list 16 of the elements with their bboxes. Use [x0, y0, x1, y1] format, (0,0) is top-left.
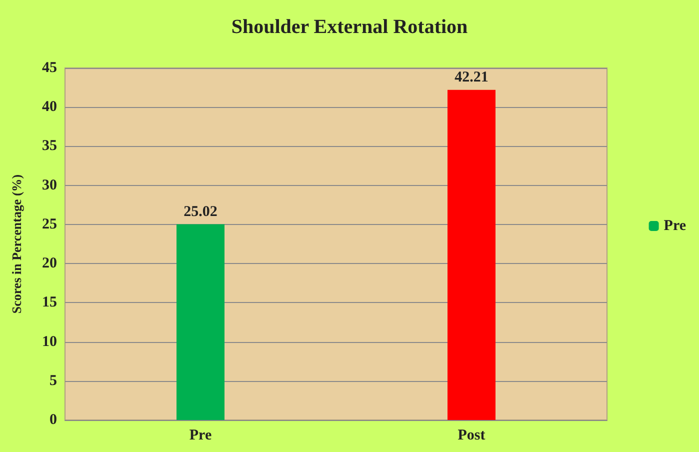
y-tick-label: 20 [42, 256, 57, 272]
data-label: 25.02 [184, 204, 218, 220]
data-label: 42.21 [454, 69, 488, 86]
legend-label: Pre [664, 218, 686, 234]
y-tick-label: 45 [42, 60, 57, 76]
y-axis-title: Scores in Percentage (%) [9, 174, 24, 314]
y-tick-label: 25 [42, 216, 57, 232]
y-tick-label: 35 [42, 138, 57, 154]
y-tick-label: 0 [50, 412, 57, 428]
y-tick-label: 5 [50, 372, 57, 389]
y-tick-label: 15 [42, 294, 57, 311]
y-tick-label: 10 [42, 334, 57, 350]
y-tick-label: 40 [42, 99, 57, 116]
x-tick-label: Post [458, 428, 486, 444]
chart-title: Shoulder External Rotation [231, 16, 468, 38]
y-tick-label: 30 [42, 177, 57, 194]
